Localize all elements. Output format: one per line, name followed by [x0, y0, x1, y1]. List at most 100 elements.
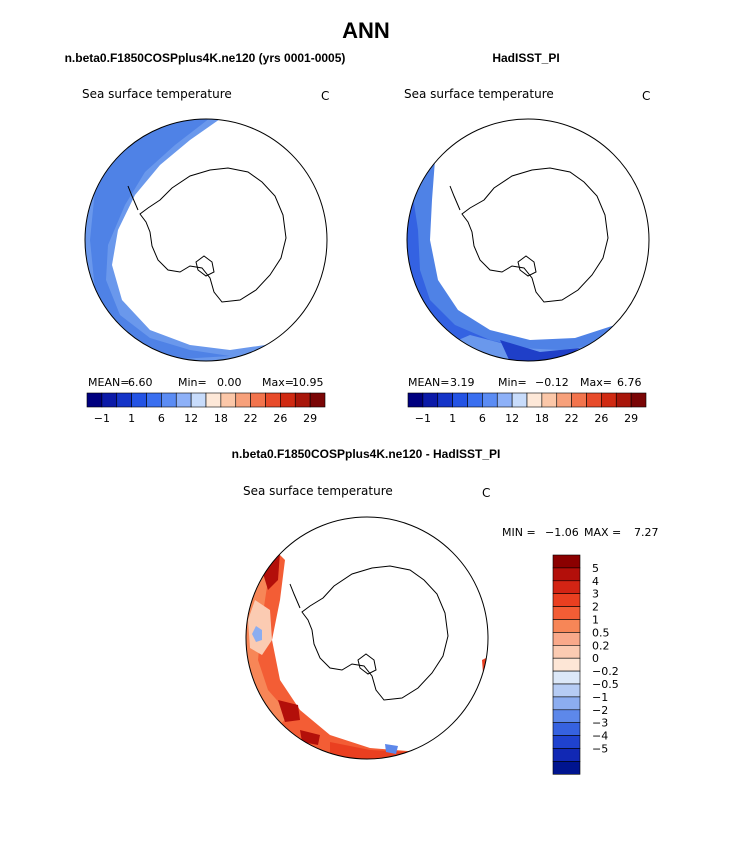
panel-left-colorbar [86, 392, 326, 408]
diff-colorbar-box [552, 567, 581, 582]
panel-left-colorbar-tick-label: 18 [214, 412, 228, 425]
diff-colorbar-box [552, 709, 581, 723]
panel-right-colorbar-box [422, 392, 439, 408]
panel-right-mean-label: MEAN= [408, 376, 449, 389]
panel-left-colorbar-box [265, 392, 281, 408]
panel-left-colorbar-box [190, 392, 207, 408]
diff-panel-units: C [482, 486, 490, 500]
panel-left-colorbar-box [220, 392, 237, 408]
panel-right-map [407, 119, 649, 361]
panel-right-units: C [642, 89, 650, 103]
diff-min: −1.06 [545, 526, 579, 539]
diff-max: 7.27 [634, 526, 659, 539]
panel-left-sst-mid [85, 119, 230, 361]
panel-right-colorbar-box [467, 392, 483, 408]
panel-right-map-border [406, 118, 650, 362]
panel-right-colorbar-box [407, 392, 424, 408]
panel-left-coastline [127, 167, 287, 303]
diff-colorbar-box [552, 761, 581, 775]
panel-right-max-label: Max= [580, 376, 612, 389]
panel-right-colorbar-tick-label: −1 [415, 412, 431, 425]
panel-right-colorbar-box [541, 392, 558, 408]
panel-right-colorbar-tick-label: 26 [594, 412, 608, 425]
panel-left-colorbar-box [161, 392, 177, 408]
diff-colorbar-tick-label: 0.5 [592, 626, 610, 639]
panel-right-max: 6.76 [617, 376, 642, 389]
diff-colorbar-tick-label: 1 [592, 614, 599, 627]
panel-left-min: 0.00 [217, 376, 242, 389]
diff-colorbar-box [552, 748, 581, 762]
diff-colorbar-tick-label: −0.2 [592, 665, 619, 678]
diff-panel-map-border [245, 516, 489, 760]
diff-colorbar-tick-label: 5 [592, 562, 599, 575]
panel-right-colorbar-box [630, 392, 647, 408]
panel-left-colorbar-tick-label: 22 [244, 412, 258, 425]
panel-left-colorbar-box [86, 392, 103, 408]
panel-left-colorbar-box [250, 392, 266, 408]
panel-left-max: 10.95 [292, 376, 324, 389]
diff-colorbar-box [552, 554, 581, 569]
panel-right-mean: 3.19 [450, 376, 475, 389]
panel-left-colorbar-box [175, 392, 192, 408]
panel-right-colorbar-box [526, 392, 543, 408]
panel-left-title: n.beta0.F1850COSPplus4K.ne120 (yrs 0001-… [65, 51, 346, 65]
diff-colorbar-tick-label: −1 [592, 691, 608, 704]
diff-colorbar-tick-label: 4 [592, 575, 599, 588]
diff-colorbar-box [552, 644, 581, 659]
panel-left-map [85, 119, 327, 361]
panel-left-colorbar-tick-label: 1 [128, 412, 135, 425]
diff-colorbar-tick-label: 2 [592, 601, 599, 614]
diff-colorbar-box [552, 593, 581, 607]
panel-right-colorbar-tick-label: 6 [479, 412, 486, 425]
panel-right-min: −0.12 [535, 376, 569, 389]
panel-left-colorbar-box [294, 392, 311, 408]
diff-colorbar-tick-label: −4 [592, 730, 608, 743]
panel-right-colorbar-box [556, 392, 572, 408]
diff-panel-map [246, 517, 488, 759]
panel-left-min-label: Min= [178, 376, 207, 389]
figure-title: ANN [342, 18, 390, 43]
panel-right-title: HadISST_PI [492, 51, 559, 65]
panel-right-colorbar-box [586, 392, 602, 408]
diff-min-label: MIN = [502, 526, 536, 539]
diff-colorbar-box [552, 606, 581, 620]
panel-right-colorbar-box [511, 392, 528, 408]
panel-right-var-label: Sea surface temperature [404, 87, 554, 101]
panel-right-colorbar-tick-label: 22 [565, 412, 579, 425]
diff-colorbar-tick-label: 0 [592, 652, 599, 665]
panel-left-colorbar-box [101, 392, 118, 408]
diff-colorbar-box [552, 657, 581, 672]
panel-right-colorbar-box [482, 392, 498, 408]
diff-colorbar-box [552, 696, 581, 711]
diff-colorbar [552, 554, 581, 775]
panel-right-colorbar-ticks: −1 1 6 12 18 22 26 29 [415, 412, 638, 425]
panel-left-colorbar-box [235, 392, 251, 408]
panel-left-colorbar-box [116, 392, 132, 408]
panel-right-colorbar-tick-label: 18 [535, 412, 549, 425]
panel-left-colorbar-tick-label: 26 [273, 412, 287, 425]
panel-left-colorbar-box [280, 392, 296, 408]
panel-right-min-label: Min= [498, 376, 527, 389]
diff-colorbar-box [552, 632, 581, 646]
diff-colorbar-box [552, 683, 581, 698]
diff-colorbar-tick-label: −0.5 [592, 678, 619, 691]
panel-left-colorbar-tick-label: 6 [158, 412, 165, 425]
diff-colorbar-box [552, 580, 581, 594]
panel-left-colorbar-box [205, 392, 222, 408]
panel-right-colorbar-tick-label: 1 [449, 412, 456, 425]
diff-panel-title: n.beta0.F1850COSPplus4K.ne120 - HadISST_… [232, 447, 501, 461]
panel-right-colorbar-box [571, 392, 587, 408]
panel-right-colorbar-box [452, 392, 468, 408]
panel-right-colorbar-tick-label: 29 [624, 412, 638, 425]
diff-panel-var-label: Sea surface temperature [243, 484, 393, 498]
panel-left-map-border [84, 118, 328, 362]
diff-max-label: MAX = [584, 526, 621, 539]
panel-left-colorbar-box [131, 392, 147, 408]
panel-right-colorbar-box [496, 392, 513, 408]
diff-colorbar-tick-label: −5 [592, 743, 608, 756]
panel-right-colorbar [407, 392, 647, 408]
panel-left-colorbar-tick-label: 12 [184, 412, 198, 425]
diff-colorbar-tick-label: 3 [592, 588, 599, 601]
